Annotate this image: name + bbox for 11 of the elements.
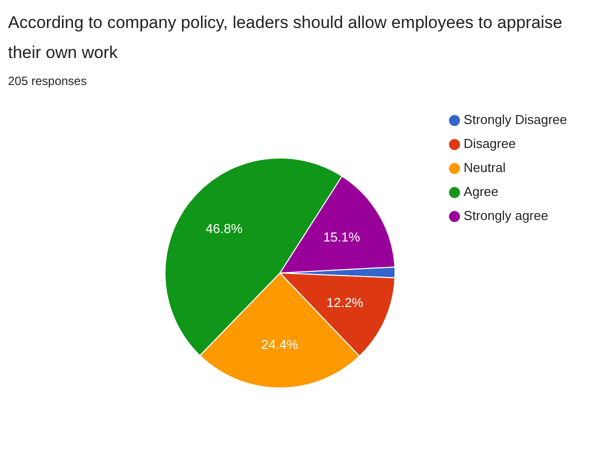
data-label: 12.2% [326, 294, 364, 310]
legend-label: Disagree [464, 136, 516, 151]
data-label: 46.8% [206, 221, 243, 236]
legend-label: Agree [464, 184, 498, 199]
legend-label: Strongly agree [464, 208, 548, 223]
legend-label: Neutral [464, 160, 506, 175]
text: 205 responses [8, 74, 88, 88]
legend-label: Strongly Disagree [464, 112, 567, 127]
chart-title: According to company policy, leaders should allow employees to appraise their own work [8, 12, 564, 64]
data-label: 24.4% [261, 336, 299, 352]
data-label: 15.1% [323, 230, 360, 245]
